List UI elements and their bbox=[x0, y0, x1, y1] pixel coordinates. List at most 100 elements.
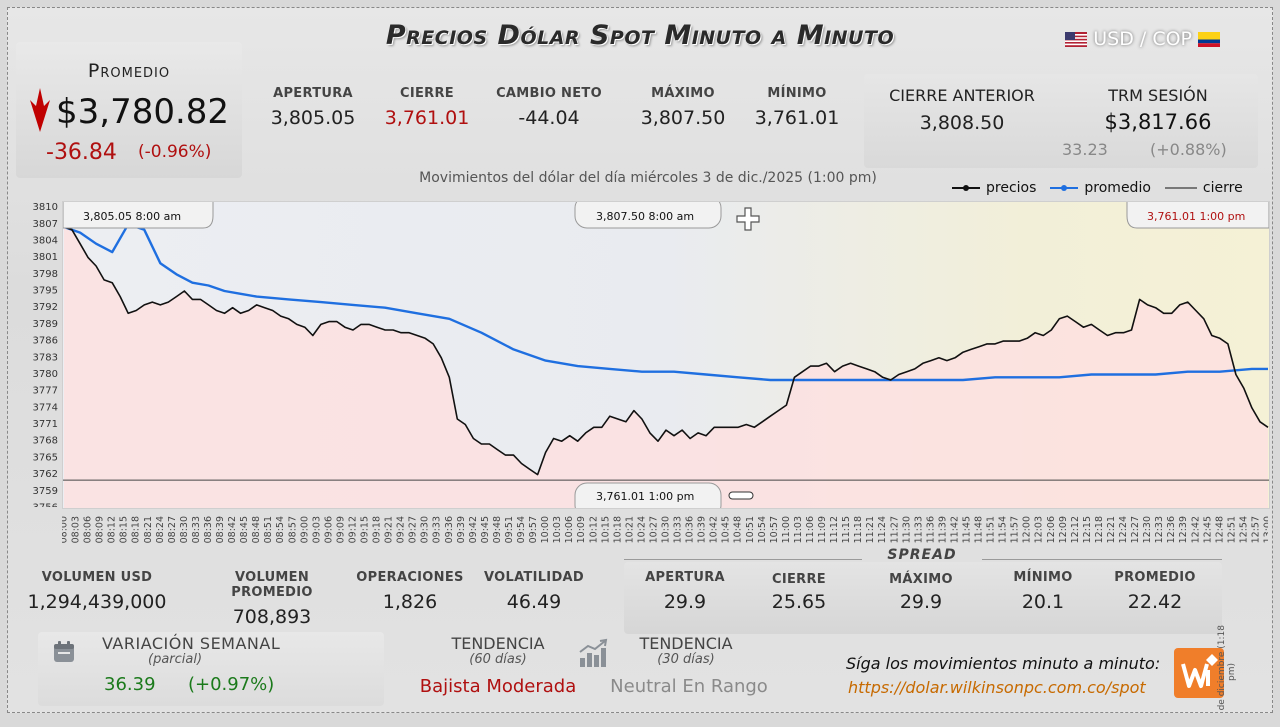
x-tick-label: 10:33 bbox=[673, 516, 684, 543]
x-tick-label: 09:09 bbox=[335, 516, 346, 543]
price-area bbox=[64, 227, 1268, 508]
stat-value: 3,807.50 bbox=[640, 107, 726, 129]
stat-label: CAMBIO NETO bbox=[496, 86, 602, 101]
x-tick-label: 10:15 bbox=[600, 516, 611, 543]
page-title: Precios Dólar Spot Minuto a Minuto bbox=[385, 20, 895, 51]
us-flag-icon bbox=[1065, 31, 1088, 47]
stat-value: 3,761.01 bbox=[384, 107, 470, 129]
weekly-label: VARIACIÓN SEMANAL bbox=[102, 634, 281, 653]
legend-promedio-swatch bbox=[1050, 185, 1079, 191]
spread-value: 29.9 bbox=[899, 591, 943, 613]
x-tick-label: 09:03 bbox=[311, 516, 322, 543]
spread-promedio: PROMEDIO 22.42 bbox=[1100, 570, 1210, 613]
volume-label: OPERACIONES bbox=[356, 570, 464, 585]
promedio-change-pct: (-0.96%) bbox=[138, 142, 212, 162]
x-tick-label: 08:24 bbox=[155, 516, 166, 543]
volume-value: 46.49 bbox=[506, 591, 562, 613]
x-tick-label: 12:18 bbox=[1094, 516, 1105, 543]
x-tick-label: 10:12 bbox=[588, 516, 599, 543]
area-fill bbox=[64, 227, 1268, 508]
x-tick-label: 08:09 bbox=[95, 516, 106, 543]
x-tick-label: 09:51 bbox=[504, 516, 515, 543]
annotation-minimo-text: 3,761.01 1:00 pm bbox=[596, 490, 694, 503]
logo-mark bbox=[1181, 654, 1218, 688]
spread-minimo: MÍNIMO 20.1 bbox=[988, 570, 1098, 613]
x-tick-label: 12:09 bbox=[1058, 516, 1069, 543]
x-tick-label: 10:48 bbox=[733, 516, 744, 543]
x-tick-label: 08:00 bbox=[62, 516, 70, 543]
x-tick-label: 11:33 bbox=[913, 516, 924, 543]
y-tick-label: 3777 bbox=[33, 386, 58, 397]
x-tick-label: 11:51 bbox=[986, 516, 997, 543]
x-tick-label: 09:54 bbox=[516, 516, 527, 543]
x-tick-label: 10:39 bbox=[697, 516, 708, 543]
x-tick-label: 11:03 bbox=[793, 516, 804, 543]
x-tick-label: 12:57 bbox=[1251, 516, 1262, 543]
x-tick-label: 10:54 bbox=[757, 516, 768, 543]
y-tick-label: 3801 bbox=[33, 252, 58, 263]
x-tick-label: 10:00 bbox=[540, 516, 551, 543]
x-tick-label: 11:12 bbox=[829, 516, 840, 543]
weekly-pct: (+0.97%) bbox=[188, 674, 275, 695]
y-tick-label: 3786 bbox=[33, 336, 58, 347]
stat-label: MÍNIMO bbox=[767, 86, 827, 101]
co-flag-icon bbox=[1198, 31, 1220, 47]
x-tick-label: 12:30 bbox=[1142, 516, 1153, 543]
x-tick-label: 08:21 bbox=[143, 516, 154, 543]
x-tick-label: 09:48 bbox=[492, 516, 503, 543]
logo-icon[interactable] bbox=[1174, 648, 1224, 698]
y-tick-label: 3798 bbox=[33, 269, 58, 280]
annotation-apertura: 3,805.05 8:00 am bbox=[63, 202, 214, 229]
stat-label: APERTURA bbox=[273, 86, 353, 101]
x-tick-label: 09:33 bbox=[432, 516, 443, 543]
x-tick-label: 11:48 bbox=[974, 516, 985, 543]
bar-chart-icon bbox=[579, 638, 608, 667]
x-tick-label: 10:09 bbox=[576, 516, 587, 543]
volume-label: VOLUMEN USD bbox=[41, 570, 153, 585]
promedio-value: $3,780.82 bbox=[56, 92, 230, 132]
trend60-value: Bajista Moderada bbox=[419, 676, 577, 697]
trend30-label: TENDENCIA bbox=[639, 634, 733, 653]
promedio-change: -36.84 bbox=[46, 140, 117, 165]
x-tick-label: 09:15 bbox=[360, 516, 371, 543]
x-tick-label: 11:45 bbox=[962, 516, 973, 543]
legend-cierre: cierre bbox=[1202, 180, 1243, 196]
price-chart: 3,805.05 8:00 am 3,807.50 8:00 am 3,761.… bbox=[62, 201, 1270, 509]
y-tick-label: 3774 bbox=[33, 402, 58, 413]
site-link[interactable]: https://dolar.wilkinsonpc.com.co/spot bbox=[848, 678, 1146, 697]
legend-cierre-swatch bbox=[1164, 187, 1197, 189]
x-tick-label: 08:54 bbox=[275, 516, 286, 543]
x-tick-label: 12:54 bbox=[1238, 516, 1249, 543]
spread-divider-right bbox=[982, 559, 1222, 560]
weekly-sub: (parcial) bbox=[148, 652, 203, 667]
x-tick-label: 08:33 bbox=[191, 516, 202, 543]
x-tick-label: 10:18 bbox=[612, 516, 623, 543]
spread-value: 29.9 bbox=[663, 591, 707, 613]
trend60-sub: (60 días) bbox=[469, 652, 527, 667]
legend-promedio: promedio bbox=[1084, 180, 1151, 196]
x-tick-label: 10:24 bbox=[636, 516, 647, 543]
volume-value: 708,893 bbox=[232, 606, 312, 628]
promedio-label: Promedio bbox=[87, 60, 171, 82]
x-tick-label: 11:27 bbox=[889, 516, 900, 543]
x-tick-label: 11:06 bbox=[805, 516, 816, 543]
x-tick-label: 09:39 bbox=[456, 516, 467, 543]
y-tick-label: 3810 bbox=[33, 202, 58, 213]
x-tick-label: 11:24 bbox=[877, 516, 888, 543]
x-tick-label: 12:00 bbox=[1022, 516, 1033, 543]
series-promedio bbox=[63, 223, 1268, 382]
stat-label: MÁXIMO bbox=[651, 86, 715, 101]
x-tick-label: 10:42 bbox=[709, 516, 720, 543]
stat-value: 3,805.05 bbox=[270, 107, 356, 129]
x-tick-label: 08:12 bbox=[107, 516, 118, 543]
y-tick-label: 3792 bbox=[33, 302, 58, 313]
y-tick-label: 3795 bbox=[33, 286, 58, 297]
promedio-box: Promedio $3,780.82 -36.84 (-0.96%) bbox=[16, 42, 242, 178]
volume-label: VOLATILIDAD bbox=[484, 570, 584, 585]
cierre-anterior-value: 3,808.50 bbox=[919, 112, 1005, 134]
volatilidad: VOLATILIDAD 46.49 bbox=[478, 570, 590, 613]
stat-apertura: APERTURA 3,805.05 bbox=[258, 86, 368, 129]
annotation-cierre: 3,761.01 1:00 pm bbox=[1126, 202, 1269, 229]
crosshair-icon bbox=[736, 207, 760, 231]
x-tick-label: 12:03 bbox=[1034, 516, 1045, 543]
